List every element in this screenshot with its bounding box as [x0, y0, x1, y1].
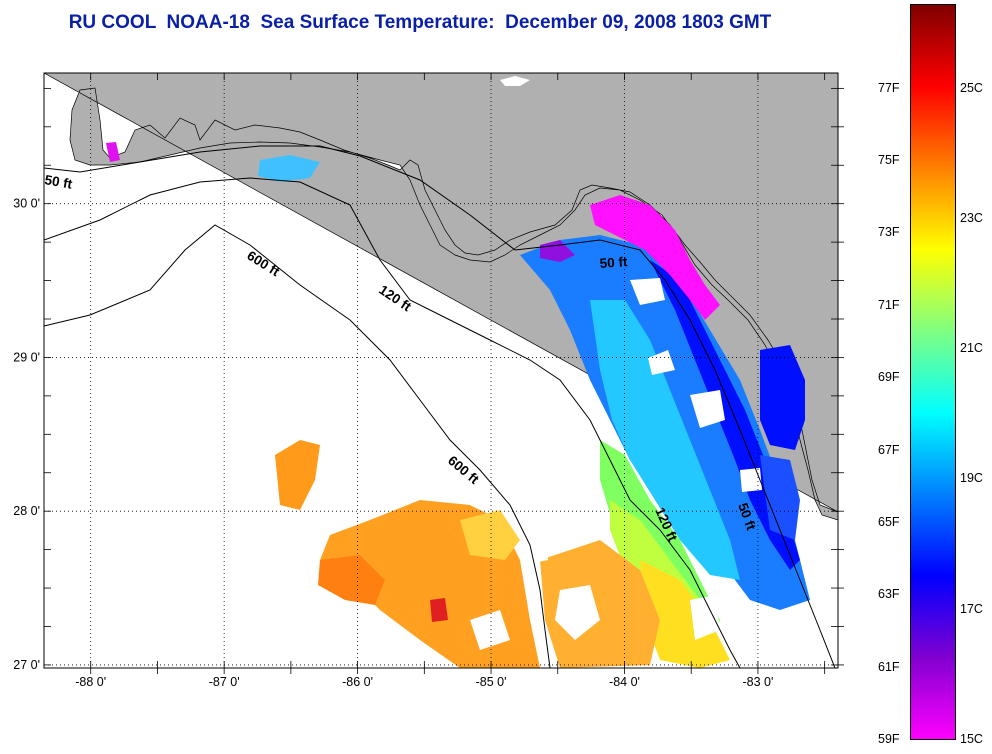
longitude-tick-label: -84 0' — [609, 675, 640, 689]
colorbar-fahrenheit-label: 61F — [878, 659, 900, 674]
colorbar-fahrenheit-label: 67F — [878, 442, 900, 457]
colorbar-celsius-label: 17C — [960, 601, 983, 616]
map-title: RU COOL NOAA-18 Sea Surface Temperature:… — [68, 12, 772, 33]
contour-50ft — [44, 145, 836, 668]
longitude-tick-label: -88 0' — [75, 675, 106, 689]
colorbar-celsius-label: 15C — [960, 732, 983, 746]
colorbar-celsius-label: 21C — [960, 341, 983, 356]
colorbar-fahrenheit-label: 77F — [878, 80, 900, 95]
colorbar-celsius-label: 23C — [960, 210, 983, 225]
colorbar-fahrenheit-label: 63F — [878, 587, 900, 602]
sst-data-layer — [106, 142, 810, 668]
contour-label-50ft-west: 50 ft — [43, 172, 73, 192]
colorbar-fahrenheit-label: 65F — [878, 514, 900, 529]
latitude-tick-label: 29 0' — [13, 350, 40, 364]
contour-120ft — [44, 177, 741, 668]
longitude-tick-label: -83 0' — [742, 675, 773, 689]
latitude-tick-label: 27 0' — [13, 658, 40, 672]
temperature-colorbar — [910, 4, 956, 740]
axis-tick-labels: -88 0' -87 0' -86 0' -85 0' -84 0' -83 0' 30 0… — [13, 197, 773, 689]
colorbar-fahrenheit-label: 69F — [878, 370, 900, 385]
colorbar-fahrenheit-label: 71F — [878, 297, 900, 312]
colorbar-celsius-label: 19C — [960, 471, 983, 486]
colorbar-fahrenheit-label: 73F — [878, 225, 900, 240]
contour-600ft — [44, 224, 551, 668]
contour-label-50ft-east: 50 ft — [599, 254, 628, 271]
longitude-tick-label: -85 0' — [476, 675, 507, 689]
colorbar-fahrenheit-label: 75F — [878, 153, 900, 168]
land-lake — [500, 76, 530, 86]
graticule — [44, 73, 844, 674]
longitude-tick-label: -87 0' — [209, 675, 240, 689]
latitude-tick-label: 28 0' — [13, 504, 40, 518]
colorbar-celsius-label: 25C — [960, 80, 983, 95]
land-mass — [44, 73, 838, 521]
depth-contours — [44, 145, 836, 668]
map-frame — [43, 72, 839, 669]
cloud-mask — [470, 278, 800, 665]
latitude-tick-label: 30 0' — [13, 197, 40, 211]
colorbar-fahrenheit-label: 59F — [878, 732, 900, 746]
longitude-tick-label: -86 0' — [342, 675, 373, 689]
